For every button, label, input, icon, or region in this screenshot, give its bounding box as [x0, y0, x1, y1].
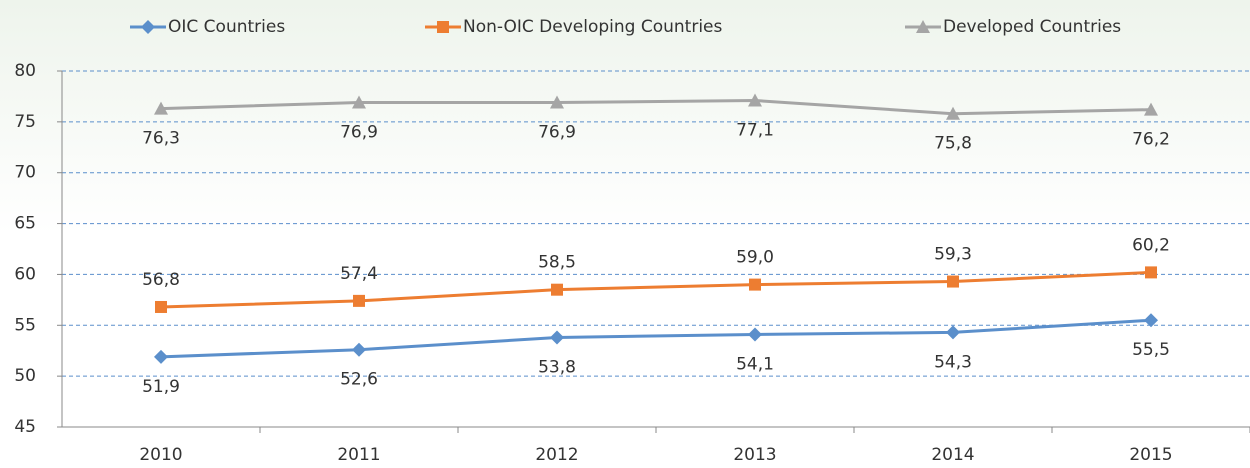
marker [550, 330, 564, 345]
marker [154, 101, 168, 115]
data-label: 76,9 [538, 123, 576, 143]
y-tick-label: 80 [14, 61, 36, 81]
y-tick-label: 45 [14, 417, 36, 437]
data-label: 58,5 [538, 253, 576, 273]
data-label: 75,8 [934, 134, 972, 154]
y-tick-label: 55 [14, 315, 36, 335]
y-tick-label: 75 [14, 112, 36, 132]
marker [352, 95, 366, 109]
data-label: 76,3 [142, 129, 180, 149]
marker [749, 278, 761, 291]
x-tick-label: 2015 [1129, 445, 1172, 465]
data-label: 59,3 [934, 245, 972, 265]
legend-label: Developed Countries [943, 17, 1121, 37]
data-label: 52,6 [340, 370, 378, 390]
data-label: 60,2 [1132, 235, 1170, 255]
marker [946, 106, 960, 120]
data-label: 59,0 [736, 248, 774, 268]
data-label: 57,4 [340, 264, 378, 284]
marker [1144, 102, 1158, 116]
marker [154, 349, 168, 364]
data-label: 76,2 [1132, 130, 1170, 150]
x-tick-label: 2012 [535, 445, 578, 465]
marker [352, 342, 366, 357]
legend-label: OIC Countries [168, 17, 285, 37]
y-tick-label: 65 [14, 214, 36, 234]
marker [748, 93, 762, 107]
series-line [160, 318, 1152, 359]
marker [1145, 266, 1157, 279]
x-tick-label: 2010 [139, 445, 182, 465]
x-tick-label: 2014 [931, 445, 974, 465]
marker [353, 294, 365, 307]
marker [947, 275, 959, 288]
x-tick-label: 2011 [337, 445, 380, 465]
y-tick-label: 60 [14, 264, 36, 284]
marker [155, 300, 167, 313]
data-label: 77,1 [736, 120, 774, 140]
y-tick-label: 50 [14, 366, 36, 386]
marker [550, 95, 564, 109]
marker [946, 325, 960, 340]
data-label: 76,9 [340, 123, 378, 143]
marker [916, 20, 930, 33]
x-tick-label: 2013 [733, 445, 776, 465]
marker [748, 327, 762, 342]
data-label: 56,8 [142, 270, 180, 290]
marker [1144, 313, 1158, 328]
data-label: 54,1 [736, 354, 774, 374]
data-label: 54,3 [934, 352, 972, 372]
series-line [160, 270, 1152, 309]
y-tick-label: 70 [14, 163, 36, 183]
legend-label: Non-OIC Developing Countries [463, 17, 723, 37]
marker [551, 283, 563, 296]
data-label: 55,5 [1132, 340, 1170, 360]
data-label: 51,9 [142, 377, 180, 397]
marker [141, 20, 155, 34]
marker [437, 21, 449, 33]
data-label: 53,8 [538, 357, 576, 377]
series-line [160, 98, 1152, 116]
